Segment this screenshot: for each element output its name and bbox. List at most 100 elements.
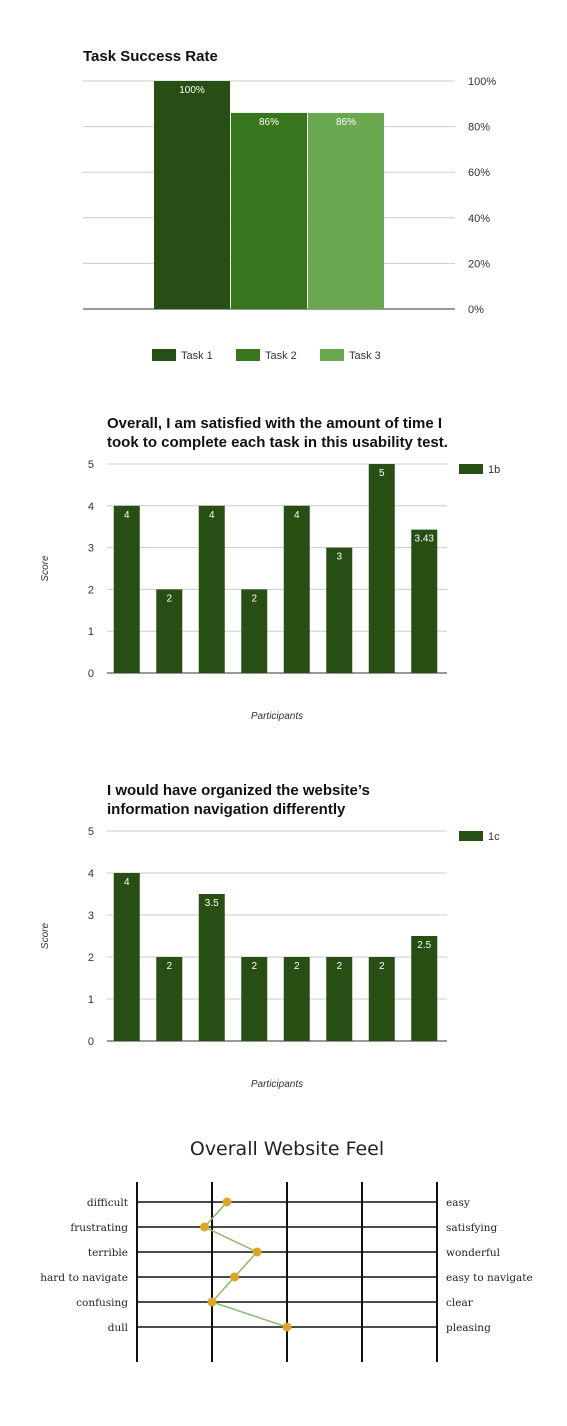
time-satisfaction-chart: Overall, I am satisfied with the amount … bbox=[0, 380, 567, 750]
bar bbox=[241, 589, 268, 673]
data-label: 2 bbox=[294, 961, 300, 972]
bar bbox=[113, 505, 140, 673]
y-tick-label: 60% bbox=[468, 167, 490, 179]
y-tick-label: 80% bbox=[468, 122, 490, 134]
legend-label: Task 2 bbox=[265, 350, 297, 362]
legend-label: 1c bbox=[488, 831, 500, 843]
data-label: 4 bbox=[209, 510, 215, 521]
y-tick-label: 1 bbox=[88, 626, 94, 638]
bar bbox=[368, 464, 395, 673]
right-anchor-label: pleasing bbox=[446, 1322, 491, 1334]
profile-marker bbox=[282, 1322, 292, 1332]
website-feel-svg: Overall Website Feel difficult easy frustr… bbox=[40, 1138, 533, 1362]
y-tick-label: 5 bbox=[88, 826, 94, 838]
data-label: 2 bbox=[251, 593, 257, 604]
bar bbox=[308, 112, 384, 309]
left-anchor-label: hard to navigate bbox=[40, 1272, 128, 1284]
bar bbox=[283, 505, 310, 673]
data-label: 2 bbox=[379, 961, 385, 972]
data-label: 3.5 bbox=[205, 898, 219, 909]
y-tick-label: 0 bbox=[88, 1036, 94, 1048]
legend-swatch bbox=[152, 349, 176, 361]
y-tick-label: 0% bbox=[468, 304, 484, 316]
right-anchor-label: easy to navigate bbox=[446, 1272, 533, 1284]
profile-marker bbox=[207, 1297, 217, 1307]
y-axis-label: Score bbox=[40, 555, 51, 582]
bar bbox=[231, 112, 307, 309]
data-label: 2.5 bbox=[417, 940, 431, 951]
time-satisfaction-svg: Overall, I am satisfied with the amount … bbox=[40, 415, 500, 722]
legend-swatch bbox=[320, 349, 344, 361]
bar bbox=[154, 81, 230, 309]
right-anchor-label: clear bbox=[446, 1297, 474, 1309]
chart-title: Task Success Rate bbox=[83, 48, 218, 65]
left-anchor-label: dull bbox=[108, 1322, 129, 1334]
legend-swatch bbox=[459, 464, 483, 474]
chart-title-line-1: Overall, I am satisfied with the amount … bbox=[107, 415, 442, 432]
bar bbox=[198, 505, 225, 673]
left-anchor-label: frustrating bbox=[70, 1222, 128, 1234]
data-label: 2 bbox=[166, 961, 172, 972]
data-label: 2 bbox=[251, 961, 257, 972]
right-anchor-label: satisfying bbox=[446, 1222, 498, 1234]
data-label: 4 bbox=[124, 877, 130, 888]
profile-marker bbox=[230, 1272, 239, 1282]
profile-marker bbox=[252, 1247, 262, 1257]
legend-label: Task 3 bbox=[349, 350, 381, 362]
data-label: 86% bbox=[259, 117, 279, 128]
task-success-svg: Task Success Rate 0% 20% 40% 60% 80% 100% 100%… bbox=[83, 48, 496, 362]
bar bbox=[411, 936, 438, 1041]
legend-swatch bbox=[459, 831, 483, 841]
bar bbox=[411, 529, 438, 673]
x-axis-label: Participants bbox=[251, 711, 303, 722]
bar bbox=[198, 894, 225, 1041]
profile-line bbox=[203, 1201, 288, 1328]
legend-label: 1b bbox=[488, 464, 500, 476]
data-label: 86% bbox=[336, 117, 356, 128]
y-tick-label: 2 bbox=[88, 952, 94, 964]
bar bbox=[326, 547, 353, 673]
y-tick-label: 0 bbox=[88, 668, 94, 680]
bar bbox=[326, 957, 353, 1041]
data-label: 2 bbox=[166, 593, 172, 604]
chart-title-line-1: I would have organized the website’s bbox=[107, 782, 370, 799]
data-label: 4 bbox=[124, 510, 130, 521]
y-tick-label: 4 bbox=[88, 868, 94, 880]
left-anchor-label: terrible bbox=[88, 1247, 128, 1259]
right-anchor-label: wonderful bbox=[446, 1247, 501, 1259]
bar bbox=[156, 589, 183, 673]
legend-swatch bbox=[236, 349, 260, 361]
right-anchor-label: easy bbox=[446, 1197, 470, 1209]
x-axis-label: Participants bbox=[251, 1079, 303, 1090]
y-tick-label: 20% bbox=[468, 258, 490, 270]
bar bbox=[156, 957, 183, 1041]
y-tick-label: 100% bbox=[468, 76, 496, 88]
chart-title: Overall Website Feel bbox=[190, 1138, 384, 1160]
website-feel-chart: Overall Website Feel difficult easy frustr… bbox=[0, 1120, 567, 1426]
profile-marker bbox=[222, 1197, 232, 1207]
navigation-chart: I would have organized the website’s inf… bbox=[0, 750, 567, 1120]
left-anchor-label: difficult bbox=[87, 1197, 129, 1209]
data-label: 3 bbox=[336, 552, 342, 563]
chart-title-line-2: information navigation differently bbox=[107, 801, 346, 818]
data-label: 5 bbox=[379, 468, 385, 479]
bar bbox=[283, 957, 310, 1041]
legend-label: Task 1 bbox=[181, 350, 213, 362]
chart-title-line-2: took to complete each task in this usabi… bbox=[107, 434, 448, 451]
bar bbox=[241, 957, 268, 1041]
data-label: 2 bbox=[336, 961, 342, 972]
navigation-svg: I would have organized the website’s inf… bbox=[40, 782, 500, 1090]
y-tick-label: 5 bbox=[88, 459, 94, 471]
y-tick-label: 1 bbox=[88, 994, 94, 1006]
left-anchor-label: confusing bbox=[76, 1297, 128, 1309]
profile-marker bbox=[200, 1222, 209, 1232]
bar bbox=[113, 873, 140, 1041]
y-tick-label: 40% bbox=[468, 213, 490, 225]
y-tick-label: 4 bbox=[88, 501, 94, 513]
data-label: 3.43 bbox=[415, 534, 435, 545]
bar bbox=[368, 957, 395, 1041]
y-axis-label: Score bbox=[40, 923, 51, 950]
y-tick-label: 2 bbox=[88, 584, 94, 596]
y-tick-label: 3 bbox=[88, 910, 94, 922]
y-tick-label: 3 bbox=[88, 543, 94, 555]
